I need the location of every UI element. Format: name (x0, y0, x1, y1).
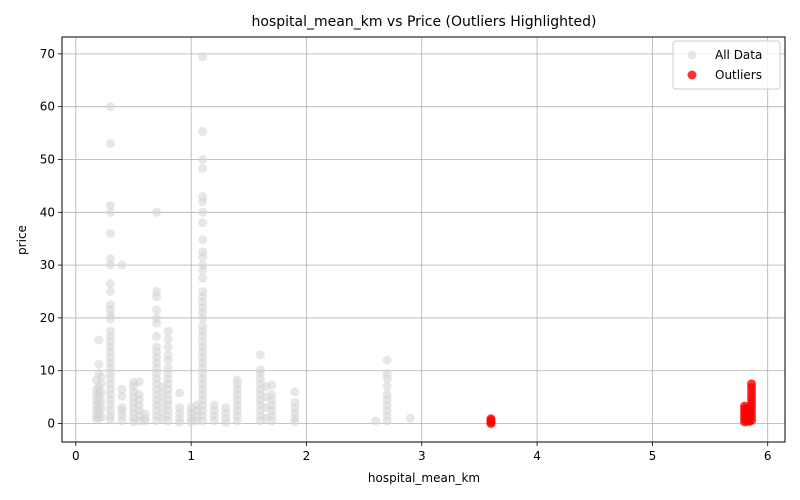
all-data-point (117, 403, 127, 413)
all-data-point (105, 300, 115, 310)
all-data-point (290, 387, 300, 397)
all-data-point (94, 335, 104, 345)
all-data-point (134, 377, 144, 387)
all-data-point (382, 389, 392, 399)
all-data-point (152, 305, 162, 315)
outlier-point (747, 379, 757, 389)
all-data-point (105, 200, 115, 210)
all-data-point (405, 413, 415, 423)
all-data-point (105, 228, 115, 238)
all-data-point (198, 52, 208, 62)
all-data-point (117, 384, 127, 394)
all-data-point (105, 139, 115, 149)
data-points (92, 52, 757, 429)
all-data-point (152, 313, 162, 323)
all-data-point (105, 260, 115, 270)
legend-label-outliers: Outliers (715, 68, 762, 82)
y-tick-label: 70 (40, 47, 55, 61)
all-data-point (163, 363, 173, 373)
all-data-point (105, 254, 115, 264)
all-data-point (198, 218, 208, 228)
y-tick-label: 10 (40, 364, 55, 378)
all-data-point (163, 342, 173, 352)
all-data-point (96, 379, 106, 389)
all-data-point (198, 207, 208, 217)
x-tick-label: 1 (187, 449, 195, 463)
all-data-point (198, 127, 208, 137)
all-data-point (232, 375, 242, 385)
all-data-point (105, 326, 115, 336)
all-data-point (198, 155, 208, 165)
y-tick-label: 60 (40, 100, 55, 114)
x-tick-label: 2 (303, 449, 311, 463)
y-tick-label: 0 (47, 417, 55, 431)
x-tick-label: 0 (72, 449, 80, 463)
all-data-point (117, 391, 127, 401)
x-tick-label: 5 (649, 449, 657, 463)
legend: All Data Outliers (672, 40, 781, 90)
all-data-point (198, 321, 208, 331)
all-data-point (105, 287, 115, 297)
all-data-point (221, 403, 231, 413)
all-data-point (209, 400, 219, 410)
all-data-point (371, 416, 381, 426)
all-data-point (175, 403, 185, 413)
all-data-point (96, 388, 106, 398)
all-data-point (198, 247, 208, 257)
all-data-point (290, 397, 300, 407)
all-data-point (152, 287, 162, 297)
all-data-point (94, 359, 104, 369)
all-data-point (96, 412, 106, 422)
all-data-point (198, 287, 208, 297)
y-tick-label: 50 (40, 153, 55, 167)
y-tick-label: 40 (40, 205, 55, 219)
all-data-point (152, 207, 162, 217)
all-data-point (152, 342, 162, 352)
all-data-point (198, 235, 208, 245)
all-data-point (117, 260, 127, 270)
x-axis-label: hospital_mean_km (368, 471, 480, 485)
all-data-point (105, 279, 115, 289)
all-data-point (96, 396, 106, 406)
all-data-point (198, 260, 208, 270)
x-tick-label: 3 (418, 449, 426, 463)
y-tick-label: 20 (40, 311, 55, 325)
all-data-point (382, 355, 392, 365)
chart-title: hospital_mean_km vs Price (Outliers High… (252, 14, 597, 30)
all-data-point (198, 273, 208, 283)
all-data-point (152, 331, 162, 341)
y-tick-label: 30 (40, 258, 55, 272)
all-data-point (175, 388, 185, 398)
all-data-point (198, 163, 208, 173)
legend-box (672, 40, 781, 90)
all-data-point (267, 380, 277, 390)
all-data-point (96, 404, 106, 414)
legend-marker-all-data (687, 50, 697, 60)
legend-label-all-data: All Data (715, 48, 762, 62)
all-data-point (96, 372, 106, 382)
all-data-point (134, 389, 144, 399)
outlier-point (486, 414, 496, 424)
all-data-point (198, 191, 208, 201)
all-data-point (105, 102, 115, 112)
all-data-point (267, 389, 277, 399)
x-tick-label: 4 (533, 449, 541, 463)
legend-marker-outliers (687, 70, 697, 80)
all-data-point (163, 326, 173, 336)
all-data-point (382, 382, 392, 392)
plot-frame (61, 36, 786, 443)
all-data-point (140, 409, 150, 419)
all-data-point (163, 334, 173, 344)
all-data-point (382, 368, 392, 378)
all-data-point (163, 350, 173, 360)
all-data-point (255, 350, 265, 360)
x-tick-label: 6 (764, 449, 772, 463)
y-axis-label: price (15, 225, 29, 255)
all-data-point (105, 207, 115, 217)
all-data-point (255, 365, 265, 375)
